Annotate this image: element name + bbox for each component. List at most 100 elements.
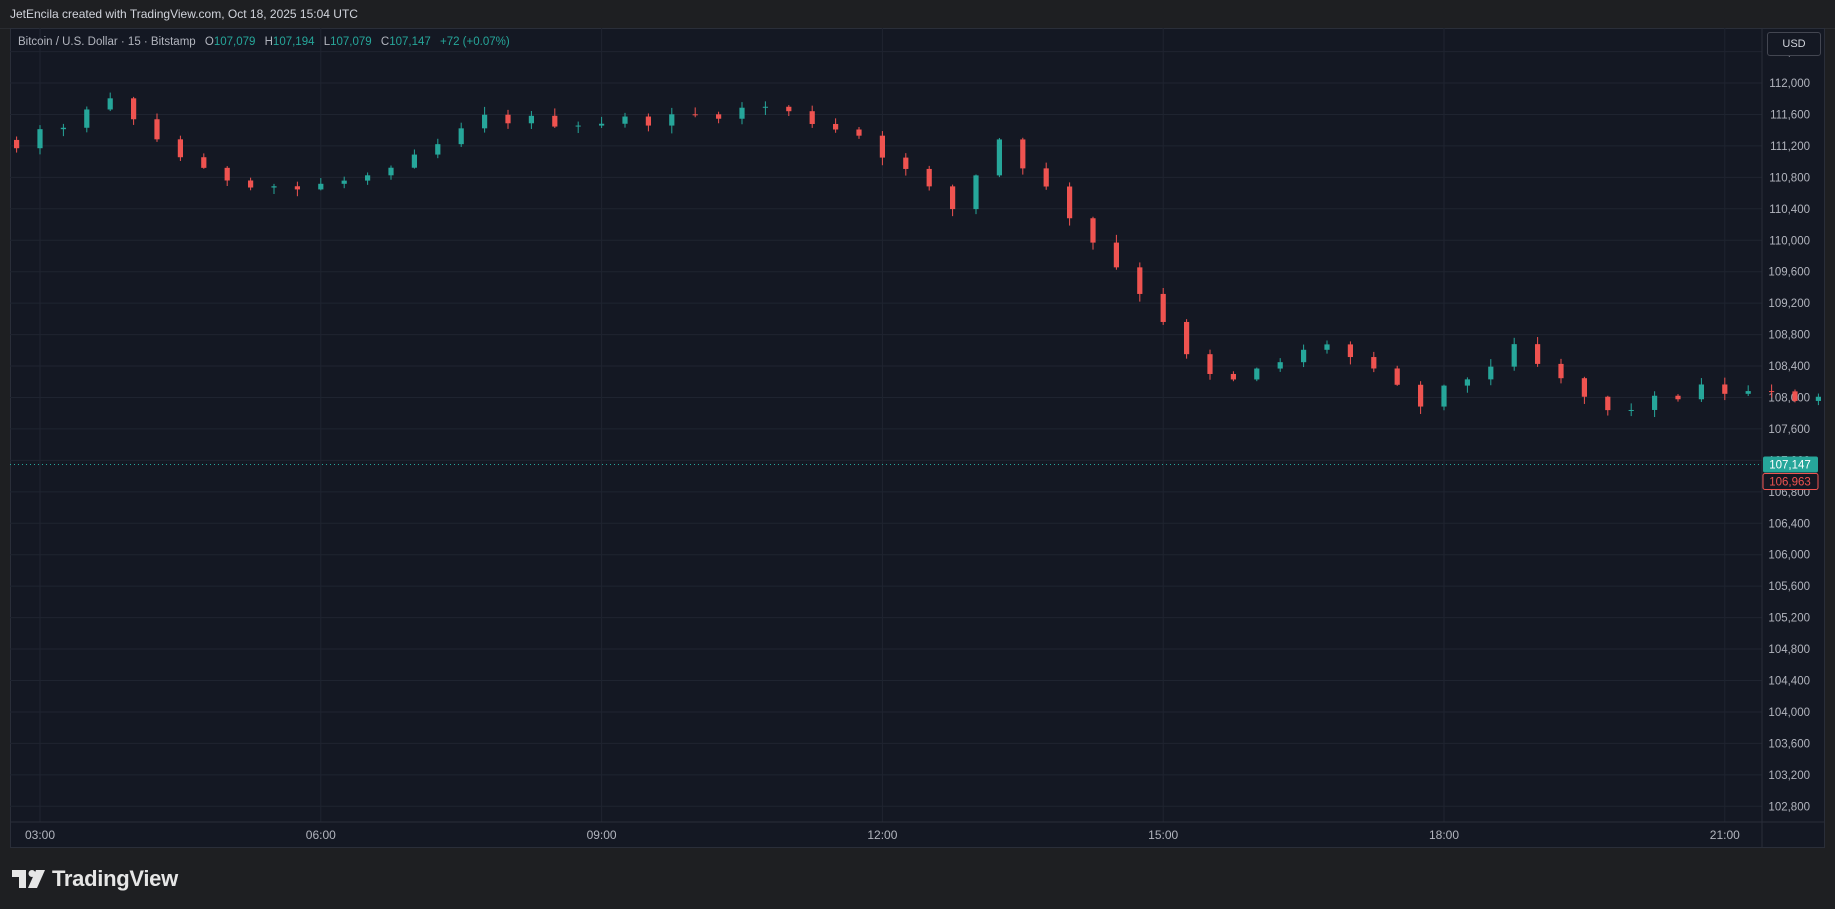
candle <box>739 102 745 125</box>
candle <box>84 106 90 133</box>
brand-name: TradingView <box>52 866 178 891</box>
candle <box>903 153 909 176</box>
candle-body <box>458 128 464 145</box>
candle <box>1020 137 1026 175</box>
candle-body <box>37 129 43 149</box>
price-tick-label: 110,000 <box>1769 235 1810 247</box>
candle <box>1441 384 1447 411</box>
candle <box>37 125 43 155</box>
price-tick-label: 107,600 <box>1768 424 1810 436</box>
candle-body <box>1394 368 1400 385</box>
candle-body <box>482 114 488 129</box>
candle-body <box>1301 349 1307 363</box>
candle-body <box>856 129 862 136</box>
candle <box>950 184 956 217</box>
candle <box>1815 393 1821 406</box>
candle-body <box>177 139 183 158</box>
candle-body <box>1675 395 1681 400</box>
candle <box>1769 384 1775 398</box>
price-tick-label: 103,200 <box>1768 770 1810 782</box>
tradingview-logo[interactable]: TradingView <box>12 866 178 892</box>
candle <box>996 137 1002 178</box>
candle-body <box>833 123 839 130</box>
candle <box>926 165 932 191</box>
candle <box>809 105 815 128</box>
candle-body <box>1113 242 1119 268</box>
candle-body <box>248 180 254 188</box>
candle <box>1464 377 1470 393</box>
candle-body <box>645 116 651 126</box>
candle-body <box>1464 379 1470 386</box>
candle <box>528 110 534 129</box>
candle <box>1184 319 1190 359</box>
candle-body <box>1090 218 1096 243</box>
candle <box>107 92 113 112</box>
candle-body <box>669 114 675 126</box>
candle-body <box>950 186 956 210</box>
candle <box>1722 377 1728 401</box>
candle-body <box>1652 395 1658 410</box>
candle <box>1160 287 1166 325</box>
candle-body <box>435 144 441 155</box>
candle-body <box>1067 186 1073 219</box>
candle <box>271 183 277 194</box>
candles <box>14 92 1821 418</box>
candle-body <box>341 180 347 184</box>
candle <box>14 136 20 153</box>
time-axis[interactable]: 03:0006:0009:0012:0015:0018:0021:001703:… <box>25 828 1835 842</box>
candle-body <box>879 135 885 158</box>
currency-button[interactable]: USD <box>1767 32 1821 56</box>
price-tick-label: 104,000 <box>1768 707 1810 719</box>
time-tick-label: 09:00 <box>587 828 617 842</box>
candle <box>1745 385 1751 397</box>
candle-body <box>1605 396 1611 411</box>
candle <box>552 108 558 128</box>
time-tick-label: 21:00 <box>1710 828 1740 842</box>
candle <box>1113 234 1119 270</box>
candle-body <box>1815 396 1821 401</box>
candle <box>1371 351 1377 373</box>
candle-body <box>1043 168 1049 187</box>
candle <box>482 106 488 133</box>
candle <box>411 149 417 169</box>
candle-body <box>1535 344 1541 364</box>
last-price-label: 107,147 <box>1769 460 1811 472</box>
candle-body <box>1347 344 1353 358</box>
symbol-name[interactable]: Bitcoin / U.S. Dollar · 15 · Bitstamp <box>18 36 196 48</box>
candle <box>365 172 371 185</box>
candle <box>224 166 230 186</box>
candle-body <box>1254 368 1260 380</box>
candle <box>1511 337 1517 371</box>
candle <box>856 126 862 139</box>
candle <box>879 131 885 166</box>
candle-body <box>692 114 698 116</box>
candle-body <box>107 98 113 110</box>
candle-body <box>411 154 417 168</box>
price-tick-label: 105,200 <box>1768 613 1810 625</box>
chart-frame[interactable] <box>10 28 1825 848</box>
last-price-tag: 107,147 <box>1763 456 1818 473</box>
last-price-tag-bg <box>1763 456 1818 473</box>
price-axis[interactable]: 102,800 103,200 103,600 104,000 104,400 104,8… <box>1768 47 1810 814</box>
candle-body <box>1488 366 1494 380</box>
candle <box>131 96 137 125</box>
candle <box>435 138 441 159</box>
time-tick-label: 06:00 <box>306 828 336 842</box>
second-price-label: 106,963 <box>1769 477 1811 489</box>
candle-body <box>1792 391 1798 401</box>
candle <box>1628 403 1634 417</box>
candle-body <box>1207 354 1213 374</box>
candle-body <box>786 106 792 112</box>
candle-body <box>1511 344 1517 367</box>
candle <box>60 123 66 137</box>
candle <box>388 165 394 180</box>
candle <box>1535 337 1541 367</box>
candle <box>1324 340 1330 354</box>
candle-body <box>973 175 979 210</box>
candle-body <box>131 98 137 120</box>
candle-body <box>1230 373 1236 380</box>
candle <box>458 122 464 147</box>
candle-body <box>201 157 207 168</box>
candle-body <box>1371 357 1377 369</box>
